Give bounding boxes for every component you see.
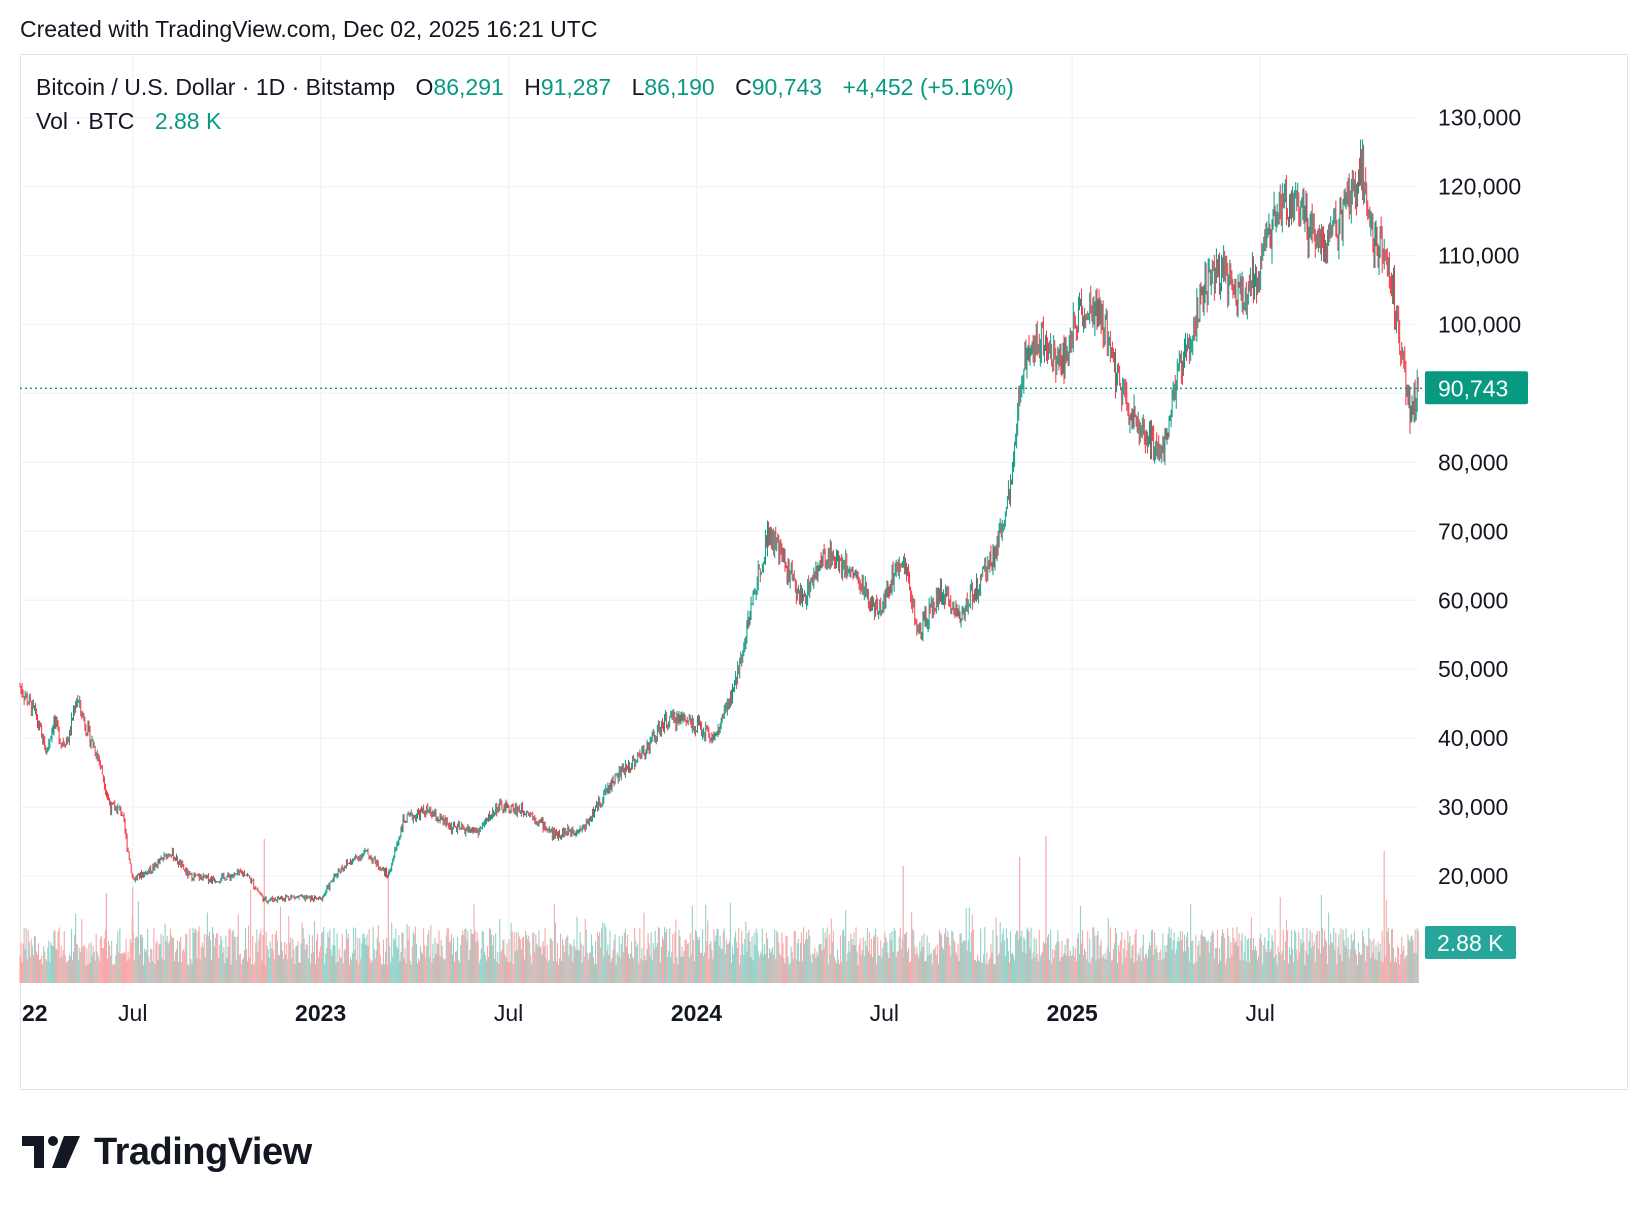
y-tick-label: 100,000 [1438, 311, 1521, 337]
tradingview-logo[interactable]: TradingView [22, 1130, 312, 1174]
x-tick-label: 2025 [1047, 1000, 1098, 1026]
y-tick-label: 80,000 [1438, 449, 1508, 475]
close-label: C [735, 74, 752, 100]
open-value: 86,291 [433, 74, 504, 100]
created-with-text: Created with TradingView.com, Dec 02, 20… [20, 16, 598, 42]
change-value: +4,452 (+5.16%) [842, 74, 1014, 100]
volume-bars [19, 836, 1419, 983]
volume-badge-bg [1425, 926, 1516, 959]
x-tick-label: Jul [870, 1000, 899, 1026]
price-axis: 130,000 120,000 110,000 100,000 80,000 70,000… [1438, 105, 1521, 889]
high-value: 91,287 [540, 74, 612, 100]
last-price-badge-bg [1425, 371, 1528, 405]
volume-badge: 2.88 K [1425, 926, 1516, 959]
x-tick-label-edge: 22 [22, 1000, 48, 1026]
low-value: 86,190 [644, 74, 715, 100]
x-tick-label: 2023 [295, 1000, 346, 1026]
high-label: H [524, 74, 541, 100]
y-tick-label: 40,000 [1438, 725, 1508, 751]
volume-value: 2.88 K [154, 108, 222, 134]
close-value: 90,743 [751, 74, 823, 100]
y-tick-label: 60,000 [1438, 587, 1508, 613]
y-tick-label: 70,000 [1438, 518, 1508, 544]
x-tick-label: Jul [1245, 1000, 1274, 1026]
candles [19, 139, 1419, 905]
chart-frame[interactable] [20, 54, 1628, 1090]
y-tick-label: 130,000 [1438, 105, 1521, 131]
legend-ohlc-row: Bitcoin / U.S. Dollar · 1D · Bitstamp O8… [36, 70, 1014, 104]
tradingview-wordmark: TradingView [94, 1130, 312, 1173]
volume-title: Vol · BTC [36, 108, 135, 134]
x-tick-label: Jul [118, 1000, 147, 1026]
x-tick-label: 2024 [671, 1000, 722, 1026]
legend: Bitcoin / U.S. Dollar · 1D · Bitstamp O8… [36, 70, 1014, 138]
time-axis: Jul 2023 Jul 2024 Jul 2025 Jul 22 [22, 1000, 1275, 1026]
y-tick-label: 110,000 [1438, 243, 1519, 269]
last-price-label: 90,743 [1438, 375, 1508, 401]
symbol-title: Bitcoin / U.S. Dollar · 1D · Bitstamp [36, 74, 396, 100]
y-tick-label: 120,000 [1438, 174, 1521, 200]
legend-volume-row: Vol · BTC 2.88 K [36, 104, 1014, 138]
y-tick-label: 30,000 [1438, 794, 1508, 820]
y-tick-label: 20,000 [1438, 863, 1508, 889]
tradingview-logo-icon [22, 1136, 80, 1168]
y-tick-label: 50,000 [1438, 656, 1508, 682]
last-price-badge: 90,743 [1425, 371, 1528, 405]
open-label: O [415, 74, 434, 100]
grid-layer [20, 56, 1418, 983]
low-label: L [631, 74, 645, 100]
x-tick-label: Jul [494, 1000, 523, 1026]
volume-label: 2.88 K [1437, 930, 1504, 956]
